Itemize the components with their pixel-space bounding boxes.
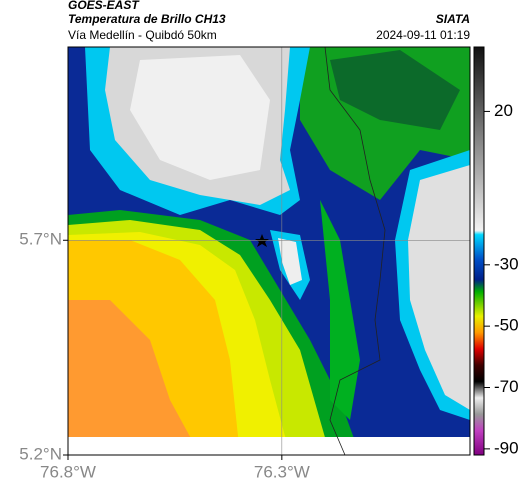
y-tick-label: 5.7°N — [19, 230, 62, 249]
colorbar-tick-label: -90 — [494, 438, 519, 457]
map-frame — [67, 46, 471, 456]
route: Vía Medellín - Quibdó 50km — [68, 28, 217, 42]
product: Temperatura de Brillo CH13 — [68, 12, 226, 26]
y-tick-label: 5.2°N — [19, 444, 62, 463]
colorbar-tick-label: 20 — [494, 101, 513, 120]
colorbar — [473, 46, 485, 456]
x-tick-label: 76.3°W — [254, 462, 310, 481]
colorbar-tick-label: -30 — [494, 254, 519, 273]
axes: 76.8°W 76.3°W 5.2°N 5.7°N 20 -30 -50 -70 -90 — [19, 47, 519, 481]
colorbar-tick-label: -70 — [494, 377, 519, 396]
colorbar-tick-label: -50 — [494, 316, 519, 335]
timestamp: 2024-09-11 01:19 — [376, 28, 470, 42]
org: SIATA — [436, 12, 470, 26]
satellite-image — [68, 47, 470, 455]
source: GOES-EAST — [68, 0, 140, 12]
x-tick-label: 76.8°W — [40, 462, 96, 481]
